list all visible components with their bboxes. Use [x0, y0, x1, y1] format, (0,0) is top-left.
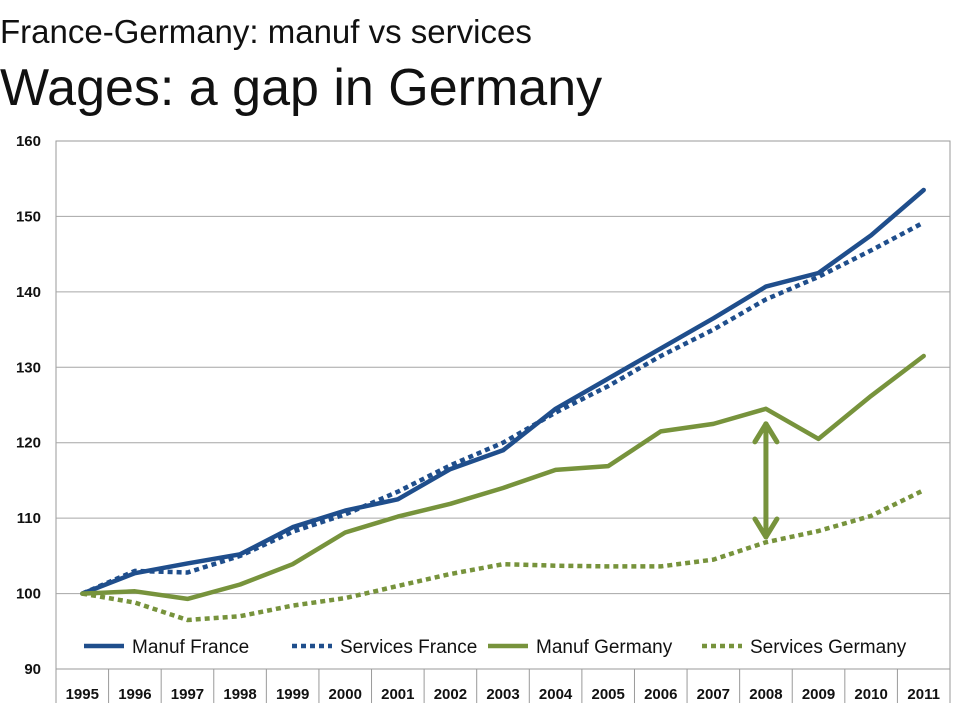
- x-tick-label: 1998: [223, 686, 256, 703]
- series-line-manuf-france: [80, 187, 926, 596]
- x-tick-label: 2009: [802, 686, 835, 703]
- y-tick-label: 120: [16, 435, 41, 452]
- x-tick-label: 2001: [381, 686, 414, 703]
- x-tick-label: 2005: [591, 686, 624, 703]
- y-tick-label: 160: [16, 133, 41, 150]
- y-tick-label: 150: [16, 208, 41, 225]
- y-tick-label: 90: [24, 661, 41, 678]
- x-tick-label: 1996: [118, 686, 151, 703]
- x-tick-label: 2003: [486, 686, 519, 703]
- x-tick-label: 1995: [66, 686, 99, 703]
- x-tick-label: 2004: [539, 686, 573, 703]
- x-tick-label: 1997: [171, 686, 204, 703]
- legend-label: Manuf France: [132, 637, 249, 658]
- series-line-services-germany: [81, 488, 925, 623]
- legend-label: Services France: [340, 637, 477, 658]
- x-tick-label: 2008: [749, 686, 782, 703]
- legend-label: Manuf Germany: [536, 637, 673, 658]
- x-tick-label: 2000: [329, 686, 362, 703]
- gap-arrow-head-bottom: [752, 516, 780, 540]
- y-tick-label: 130: [16, 359, 41, 376]
- x-tick-label: 1999: [276, 686, 309, 703]
- legend-label: Services Germany: [750, 637, 907, 658]
- chart-subtitle: France-Germany: manuf vs services: [0, 13, 532, 50]
- plot-area: [55, 140, 951, 670]
- y-tick-label: 140: [16, 284, 41, 301]
- y-tick-label: 110: [17, 510, 41, 527]
- series-line-services-france: [81, 220, 925, 596]
- x-tick-label: 2006: [644, 686, 677, 703]
- gap-arrow-head-top: [752, 421, 780, 445]
- series-line-manuf-germany: [80, 353, 926, 602]
- chart-title: Wages: a gap in Germany: [0, 59, 603, 117]
- x-tick-label: 2007: [697, 686, 730, 703]
- y-tick-label: 100: [16, 586, 41, 603]
- x-tick-label: 2010: [854, 686, 887, 703]
- x-tick-label: 2011: [907, 686, 940, 703]
- x-tick-label: 2002: [434, 686, 467, 703]
